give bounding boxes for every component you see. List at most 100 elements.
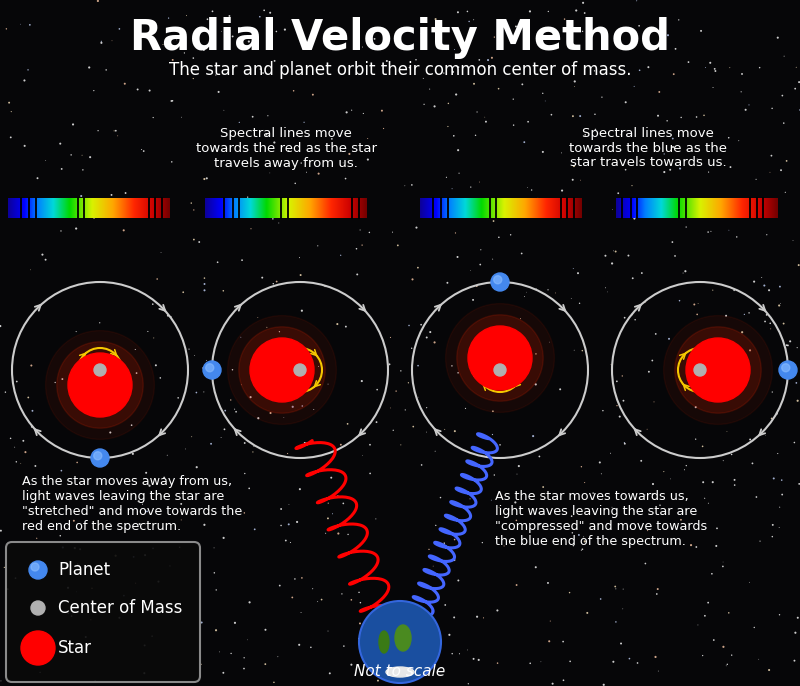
- Point: [690, 309, 703, 320]
- Circle shape: [491, 273, 509, 291]
- Point: [702, 167, 715, 178]
- Point: [230, 406, 242, 417]
- Point: [446, 183, 458, 194]
- Point: [646, 355, 658, 366]
- Point: [359, 630, 372, 641]
- Point: [537, 482, 550, 493]
- Point: [187, 73, 200, 84]
- Point: [195, 659, 208, 670]
- Point: [784, 336, 797, 347]
- Point: [474, 259, 486, 270]
- Point: [274, 520, 287, 531]
- Text: Spectral lines move
towards the red as the star
travels away from us.: Spectral lines move towards the red as t…: [195, 126, 377, 169]
- Point: [345, 659, 358, 670]
- Point: [694, 212, 707, 223]
- Point: [185, 198, 198, 209]
- Point: [414, 637, 426, 648]
- Point: [266, 213, 279, 224]
- Point: [750, 174, 762, 185]
- Point: [98, 504, 110, 515]
- Circle shape: [91, 449, 109, 467]
- Point: [754, 62, 766, 73]
- Point: [744, 434, 757, 445]
- Point: [102, 351, 114, 362]
- Point: [778, 117, 790, 128]
- Point: [738, 309, 750, 320]
- Point: [111, 355, 124, 366]
- Point: [218, 424, 231, 435]
- Point: [414, 319, 427, 330]
- Point: [339, 173, 352, 184]
- Point: [678, 464, 691, 475]
- Point: [666, 237, 678, 248]
- Point: [406, 343, 418, 354]
- Point: [557, 636, 570, 647]
- Point: [306, 583, 319, 594]
- Point: [332, 528, 345, 539]
- Point: [493, 501, 506, 512]
- Point: [242, 191, 254, 202]
- Point: [728, 285, 741, 296]
- Point: [138, 667, 150, 678]
- Point: [485, 495, 498, 506]
- Point: [294, 484, 306, 495]
- Point: [667, 69, 680, 80]
- Point: [568, 76, 581, 87]
- Point: [118, 225, 130, 236]
- Point: [362, 133, 374, 144]
- Point: [759, 429, 772, 440]
- Point: [779, 187, 792, 198]
- Point: [370, 416, 383, 427]
- Point: [778, 318, 790, 329]
- Point: [622, 250, 635, 261]
- Point: [574, 175, 587, 186]
- Point: [289, 178, 302, 189]
- Point: [236, 255, 249, 265]
- Point: [510, 21, 522, 32]
- Point: [426, 606, 438, 617]
- Point: [533, 451, 546, 462]
- Point: [410, 54, 422, 65]
- Point: [233, 23, 246, 34]
- Point: [254, 11, 266, 22]
- Point: [346, 105, 358, 116]
- Point: [486, 429, 499, 440]
- Point: [452, 575, 465, 586]
- Point: [726, 650, 738, 661]
- Point: [595, 92, 608, 103]
- Point: [326, 508, 339, 519]
- Point: [262, 110, 274, 121]
- Point: [614, 411, 626, 422]
- Point: [259, 659, 272, 670]
- Point: [394, 366, 407, 377]
- Point: [228, 403, 241, 414]
- Point: [790, 342, 800, 353]
- Point: [245, 223, 258, 234]
- Circle shape: [238, 327, 325, 413]
- Point: [627, 505, 640, 516]
- Point: [764, 318, 777, 329]
- Point: [651, 584, 664, 595]
- Point: [742, 99, 755, 110]
- Point: [464, 182, 477, 193]
- Point: [106, 35, 118, 46]
- Point: [334, 146, 346, 157]
- Point: [793, 478, 800, 489]
- Point: [319, 528, 332, 539]
- Point: [208, 387, 221, 398]
- Point: [468, 348, 481, 359]
- Point: [720, 661, 733, 672]
- Point: [666, 141, 679, 152]
- Point: [623, 653, 636, 664]
- Point: [706, 477, 719, 488]
- Point: [509, 497, 522, 508]
- Point: [261, 202, 274, 213]
- Point: [247, 441, 260, 452]
- Point: [774, 165, 787, 176]
- Point: [617, 584, 630, 595]
- Point: [30, 533, 43, 544]
- Point: [214, 646, 226, 657]
- Point: [610, 583, 622, 594]
- Point: [146, 112, 159, 123]
- Point: [210, 584, 222, 595]
